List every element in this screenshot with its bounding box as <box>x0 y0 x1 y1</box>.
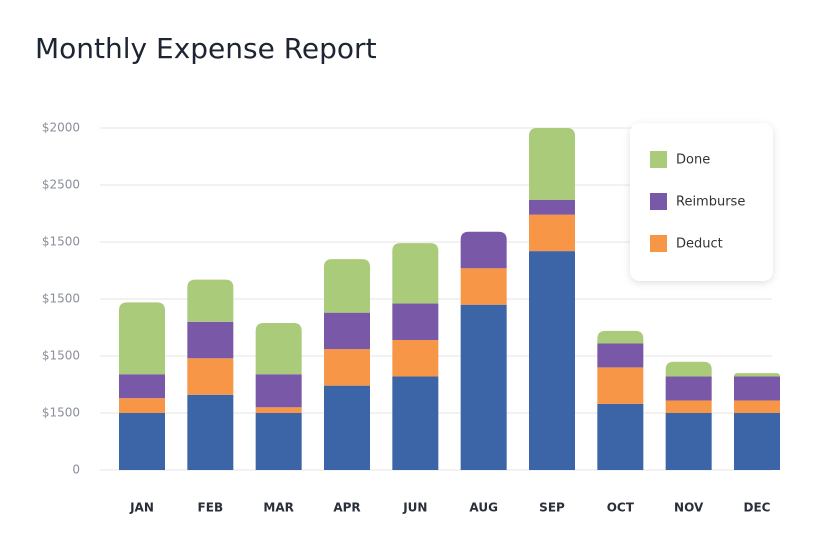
x-tick-label: MAR <box>263 501 293 515</box>
bar-segment <box>597 367 644 404</box>
bar-segment <box>119 398 165 413</box>
bar-segment <box>734 373 780 377</box>
bar-segment <box>392 340 439 377</box>
bar-segment <box>665 376 712 401</box>
bar-segment <box>460 268 507 305</box>
bar-segment <box>187 358 234 395</box>
bar-segment <box>392 376 439 470</box>
legend-swatch <box>650 151 667 168</box>
x-tick-label: DEC <box>744 501 771 515</box>
bar-segment <box>665 400 712 413</box>
legend-swatch <box>650 235 667 252</box>
bar-segment <box>734 376 780 401</box>
bar-segment <box>119 302 165 375</box>
bar-segment <box>665 361 712 377</box>
legend-label: Reimburse <box>676 195 745 210</box>
legend-swatch <box>650 193 667 210</box>
bar-segment <box>734 413 780 470</box>
y-tick-label: $2000 <box>42 121 80 135</box>
bar-segment <box>119 374 165 399</box>
bar-segment <box>187 321 234 359</box>
legend-label: Done <box>676 153 710 168</box>
x-tick-label: AUG <box>469 501 498 515</box>
y-tick-label: $1500 <box>42 292 80 306</box>
bar-segment <box>460 304 507 470</box>
bar-segment <box>119 413 165 470</box>
y-tick-label: $1500 <box>42 406 80 420</box>
bar-segment <box>324 312 370 350</box>
bar-segment <box>324 259 370 313</box>
bar-segment <box>324 385 370 470</box>
bar-segment <box>324 349 370 386</box>
bar-segment <box>392 243 439 304</box>
y-tick-label: $1500 <box>42 349 80 363</box>
bar-segment <box>255 413 302 470</box>
bar-segment <box>597 343 644 368</box>
bar-segment <box>255 322 302 375</box>
x-tick-label: FEB <box>198 501 224 515</box>
y-tick-label: 0 <box>72 463 80 477</box>
legend-label: Deduct <box>676 237 723 252</box>
x-tick-label: JAN <box>129 501 154 515</box>
bar-segment <box>734 400 780 413</box>
bar-segment <box>392 303 439 341</box>
bar-segment <box>255 407 302 413</box>
bar-segment <box>529 251 575 470</box>
bar-segment <box>665 413 712 470</box>
bar-segment <box>460 231 507 269</box>
bar-segment <box>187 394 234 470</box>
bar-segment <box>597 330 644 344</box>
bar-segment <box>529 199 575 215</box>
x-tick-label: JUN <box>402 501 427 515</box>
y-tick-label: $2500 <box>42 178 80 192</box>
bar-segment <box>187 279 234 322</box>
bar-segment <box>597 403 644 470</box>
x-tick-label: OCT <box>607 501 635 515</box>
x-tick-label: SEP <box>539 501 565 515</box>
chart-title: Monthly Expense Report <box>35 32 377 65</box>
y-tick-label: $1500 <box>42 235 80 249</box>
bar-segment <box>255 374 302 408</box>
x-tick-label: APR <box>333 501 360 515</box>
bar-segment <box>529 128 575 200</box>
x-tick-label: NOV <box>674 501 704 515</box>
bar-segment <box>529 214 575 252</box>
